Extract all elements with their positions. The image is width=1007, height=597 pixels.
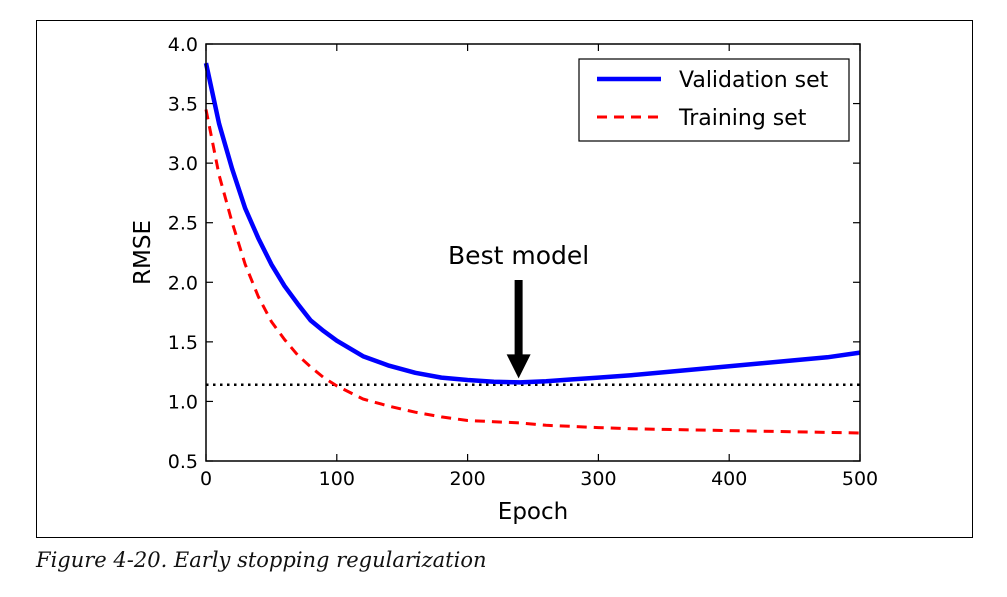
- plot-area-border: [205, 43, 861, 462]
- figure-frame: 0 100 200 300 400 500 0.5 1.0 1.5 2.0 2.5 3.0 3.5 4.0…: [36, 20, 973, 538]
- y-tick-label: 3.0: [168, 153, 198, 175]
- best-model-arrow-shaft: [514, 280, 523, 357]
- legend-label-training: Training set: [678, 106, 807, 131]
- series-line-training: [204, 109, 861, 435]
- x-tick-label: 500: [842, 468, 878, 490]
- x-axis-label: Epoch: [498, 499, 568, 525]
- y-tick-label: 1.5: [168, 332, 198, 354]
- best-model-annotation: Best model: [448, 241, 589, 270]
- y-tick-label: 0.5: [168, 451, 198, 473]
- rmse-chart: 0 100 200 300 400 500 0.5 1.0 1.5 2.0 2.5 3.0 3.5 4.0…: [130, 34, 878, 525]
- y-tick-label: 2.0: [168, 272, 198, 294]
- legend-box: [578, 58, 850, 142]
- legend-label-validation: Validation set: [679, 68, 829, 93]
- x-tick-label: 300: [580, 468, 616, 490]
- y-tick-label: 2.5: [168, 213, 198, 235]
- series-line-validation: [203, 62, 861, 385]
- x-tick-label: 0: [200, 468, 212, 490]
- x-tick-label: 400: [711, 468, 747, 490]
- x-tick-label: 100: [319, 468, 355, 490]
- y-tick-label: 4.0: [168, 34, 198, 56]
- y-tick-label: 3.5: [168, 94, 198, 116]
- x-tick-label: 200: [449, 468, 485, 490]
- y-axis-label: RMSE: [130, 220, 156, 285]
- best-model-arrow-head: [506, 354, 531, 379]
- figure-caption: Figure 4-20. Early stopping regularizati…: [36, 548, 487, 572]
- y-tick-label: 1.0: [168, 391, 198, 413]
